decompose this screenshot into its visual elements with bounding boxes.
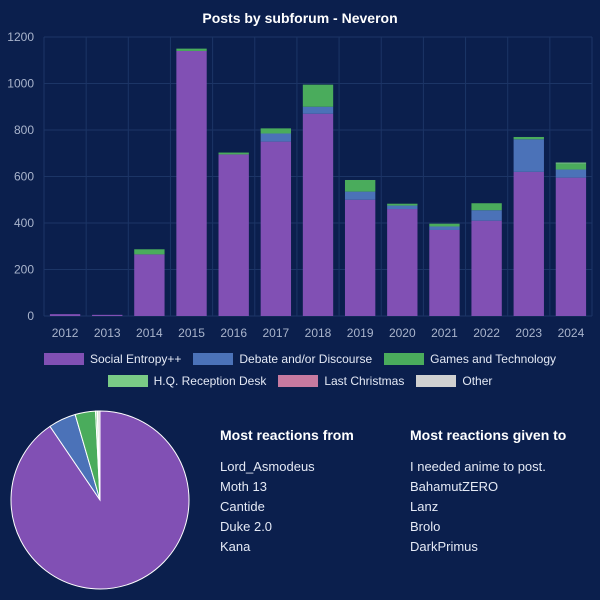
chart-legend: Social Entropy++ Debate and/or Discourse G… [20, 352, 580, 388]
legend-item[interactable]: Social Entropy++ [44, 352, 181, 366]
pie-chart [10, 410, 190, 590]
most-reactions-from-title: Most reactions from [220, 427, 354, 443]
y-tick-label: 0 [27, 309, 34, 323]
y-tick-label: 800 [14, 123, 34, 137]
y-tick-label: 1000 [7, 77, 34, 91]
reactions-given-to-item[interactable]: DarkPrimus [410, 539, 478, 554]
legend-swatch [44, 353, 84, 365]
bar-segment[interactable] [176, 50, 207, 316]
bar-chart: 0 200 400 600 800 1000 1200 2012 2013 2014 2015 201… [7, 30, 593, 340]
bar-segment[interactable] [513, 139, 544, 172]
bar-segment[interactable] [302, 84, 334, 107]
chart-title: Posts by subforum - Neveron [202, 10, 398, 26]
x-tick-label: 2018 [305, 326, 332, 340]
x-tick-label: 2024 [558, 326, 585, 340]
legend-label: Debate and/or Discourse [239, 352, 373, 366]
legend-swatch [384, 353, 425, 365]
y-tick-label: 200 [14, 263, 34, 277]
bar-segment[interactable] [134, 254, 165, 316]
bar-segment[interactable] [260, 141, 292, 316]
x-tick-label: 2014 [136, 326, 163, 340]
reactions-given-to-item[interactable]: Brolo [410, 519, 441, 534]
x-tick-label: 2017 [262, 326, 289, 340]
reactions-given-to-item[interactable]: I needed anime to post. [410, 459, 546, 474]
reactions-from-item[interactable]: Cantide [220, 499, 265, 514]
bar-segment[interactable] [555, 169, 587, 178]
legend-item[interactable]: H.Q. Reception Desk [107, 374, 267, 388]
x-tick-label: 2019 [347, 326, 374, 340]
bar-segment[interactable] [471, 210, 502, 221]
x-tick-label: 2015 [178, 326, 205, 340]
bar-segment[interactable] [387, 203, 418, 206]
pie-slice[interactable] [97, 410, 101, 501]
legend-label: Other [462, 374, 493, 388]
reactions-from-item[interactable]: Moth 13 [220, 479, 267, 494]
bar-segment[interactable] [344, 191, 376, 200]
bar-segment[interactable] [218, 152, 249, 155]
bar-segment[interactable] [471, 220, 502, 316]
x-tick-label: 2016 [220, 326, 247, 340]
most-reactions-given-to-panel: Most reactions given to I needed anime t… [410, 427, 566, 557]
x-tick-label: 2023 [515, 326, 542, 340]
bar-segment[interactable] [513, 171, 544, 316]
reactions-given-to-item[interactable]: Lanz [410, 499, 439, 514]
legend-swatch [193, 353, 234, 365]
bar-segment[interactable] [260, 128, 292, 134]
legend-swatch [107, 375, 148, 387]
legend-item[interactable]: Last Christmas [278, 374, 404, 388]
most-reactions-from-panel: Most reactions from Lord_Asmodeus Moth 1… [220, 427, 354, 557]
bar-segment[interactable] [302, 106, 334, 114]
bar-segment[interactable] [429, 226, 460, 230]
bar-segment[interactable] [555, 177, 587, 316]
x-tick-label: 2020 [389, 326, 416, 340]
bar-segment[interactable] [513, 136, 544, 140]
bar-segment[interactable] [429, 223, 460, 227]
bar-segment[interactable] [176, 48, 207, 51]
most-reactions-from-list: Lord_Asmodeus Moth 13 Cantide Duke 2.0 K… [220, 457, 354, 557]
bar-segment[interactable] [260, 133, 292, 142]
bar-segment[interactable] [92, 314, 123, 316]
bar-segment[interactable] [471, 203, 502, 211]
bar-segment[interactable] [555, 162, 587, 164]
bar-segment[interactable] [555, 163, 587, 170]
legend-label: Last Christmas [324, 374, 405, 388]
bar-segment[interactable] [218, 154, 249, 316]
legend-swatch [416, 375, 457, 387]
legend-item[interactable]: Games and Technology [384, 352, 556, 366]
bar-segment[interactable] [302, 113, 334, 316]
bar-segment[interactable] [387, 209, 418, 316]
bar-segment[interactable] [134, 249, 165, 255]
bar-segment[interactable] [429, 229, 460, 316]
legend-item[interactable]: Debate and/or Discourse [193, 352, 372, 366]
x-tick-label: 2021 [431, 326, 458, 340]
y-tick-label: 400 [14, 216, 34, 230]
bar-segment[interactable] [344, 199, 376, 316]
bar-segment[interactable] [387, 205, 418, 210]
most-reactions-given-to-title: Most reactions given to [410, 427, 567, 443]
legend-label: Games and Technology [430, 352, 556, 366]
bar-segment[interactable] [49, 314, 81, 316]
reactions-from-item[interactable]: Duke 2.0 [220, 519, 273, 534]
legend-label: H.Q. Reception Desk [153, 374, 267, 388]
x-tick-label: 2013 [94, 326, 121, 340]
reactions-from-item[interactable]: Lord_Asmodeus [220, 459, 315, 474]
y-tick-label: 1200 [7, 30, 34, 44]
most-reactions-given-to-list: I needed anime to post. BahamutZERO Lanz… [410, 457, 566, 557]
bar-segment[interactable] [344, 179, 376, 192]
x-tick-label: 2012 [52, 326, 79, 340]
legend-swatch [278, 375, 319, 387]
legend-label: Social Entropy++ [90, 352, 182, 366]
reactions-from-item[interactable]: Kana [220, 539, 251, 554]
y-tick-label: 600 [14, 170, 34, 184]
reactions-given-to-item[interactable]: BahamutZERO [410, 479, 499, 494]
legend-item[interactable]: Other [416, 374, 492, 388]
x-tick-label: 2022 [473, 326, 500, 340]
